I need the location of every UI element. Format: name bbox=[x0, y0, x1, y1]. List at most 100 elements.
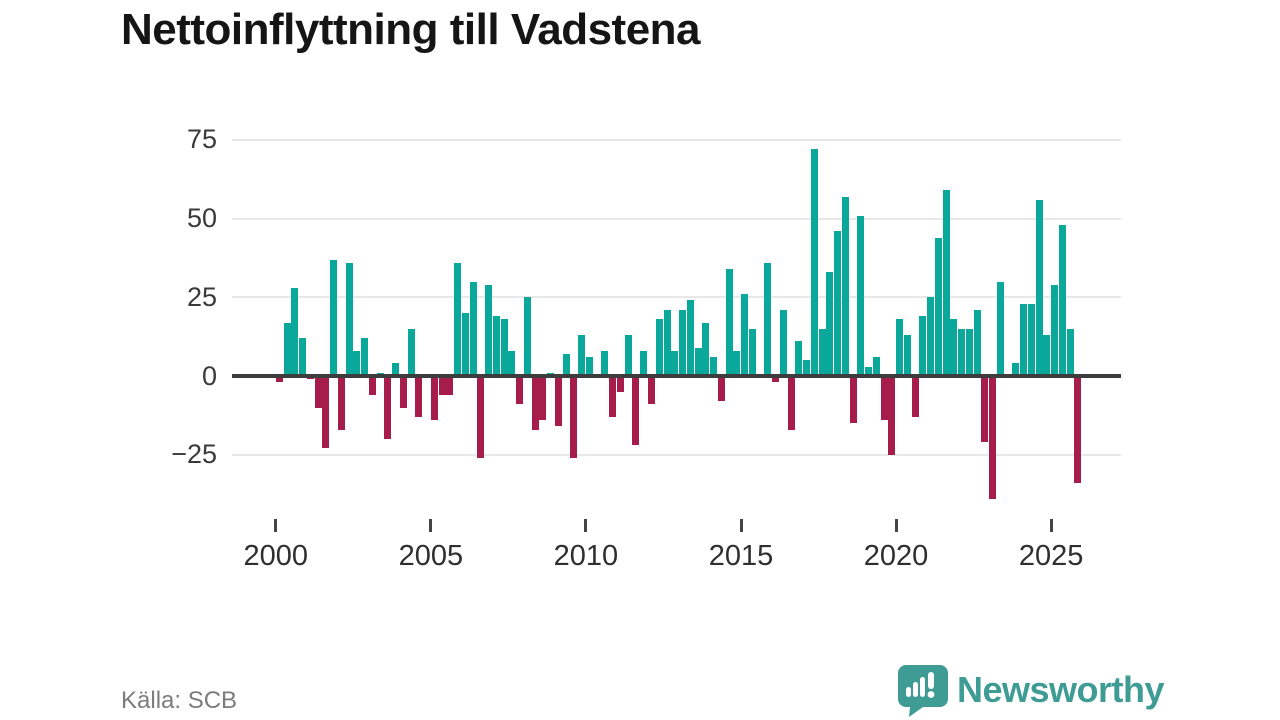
bar-2000-Q1 bbox=[275, 376, 283, 383]
bar-2003-Q1 bbox=[368, 376, 376, 395]
bar-2020-Q2 bbox=[903, 335, 911, 376]
bar-2025-Q4 bbox=[1074, 376, 1082, 483]
y-axis-tick-label: 50 bbox=[186, 203, 217, 234]
bar-2022-Q1 bbox=[958, 328, 966, 376]
bar-2016-Q4 bbox=[795, 341, 803, 376]
bar-2007-Q4 bbox=[516, 376, 524, 405]
bar-2009-Q4 bbox=[578, 335, 586, 376]
bar-chart-glyph-bar3 bbox=[920, 677, 925, 697]
bar-2017-Q2 bbox=[810, 149, 818, 376]
bar-2009-Q3 bbox=[570, 376, 578, 458]
bar-2004-Q1 bbox=[399, 376, 407, 408]
bar-2002-Q1 bbox=[337, 376, 345, 430]
x-axis-tick-2010 bbox=[584, 519, 588, 532]
bar-2024-Q2 bbox=[1027, 303, 1035, 376]
gridline-y25 bbox=[232, 296, 1121, 299]
bar-2011-Q3 bbox=[632, 376, 640, 446]
bar-2023-Q4 bbox=[1012, 363, 1020, 376]
y-axis-tick-label: 0 bbox=[201, 360, 217, 391]
bar-2013-Q4 bbox=[702, 322, 710, 376]
bar-2005-Q2 bbox=[438, 376, 446, 395]
bar-2020-Q3 bbox=[911, 376, 919, 417]
bar-2021-Q1 bbox=[927, 297, 935, 376]
bar-2017-Q1 bbox=[803, 360, 810, 376]
bar-2014-Q2 bbox=[717, 376, 725, 402]
exclamation-glyph-stem bbox=[928, 672, 934, 689]
bar-2025-Q3 bbox=[1066, 328, 1074, 376]
bar-2006-Q4 bbox=[485, 284, 493, 376]
bar-2024-Q1 bbox=[1020, 303, 1028, 376]
gridline-y75 bbox=[232, 138, 1121, 141]
bar-2008-Q1 bbox=[523, 297, 531, 376]
bar-2001-Q4 bbox=[330, 259, 338, 376]
source-label: Källa: SCB bbox=[121, 687, 238, 714]
bar-2023-Q1 bbox=[989, 376, 997, 499]
bar-2011-Q4 bbox=[640, 350, 648, 376]
x-axis-tick-2000 bbox=[274, 519, 278, 532]
bar-2017-Q3 bbox=[818, 328, 826, 376]
x-axis-tick-label: 2010 bbox=[553, 540, 619, 572]
bar-2025-Q1 bbox=[1051, 284, 1059, 376]
bar-2022-Q3 bbox=[973, 309, 981, 376]
bar-2002-Q4 bbox=[361, 338, 369, 376]
bar-2022-Q2 bbox=[965, 328, 973, 376]
y-axis-tick-label: 25 bbox=[186, 281, 217, 312]
x-axis-tick-2025 bbox=[1049, 519, 1053, 532]
bar-2005-Q4 bbox=[454, 262, 462, 376]
bar-2022-Q4 bbox=[981, 376, 989, 443]
bar-2004-Q2 bbox=[407, 328, 415, 376]
x-axis-tick-2015 bbox=[739, 519, 743, 532]
bar-chart-glyph-bar2 bbox=[913, 682, 918, 697]
bar-2006-Q3 bbox=[477, 376, 485, 458]
bar-2001-Q3 bbox=[322, 376, 330, 449]
bar-2014-Q1 bbox=[710, 357, 717, 376]
bar-2023-Q2 bbox=[996, 281, 1004, 376]
bar-2025-Q2 bbox=[1058, 224, 1066, 376]
bar-2019-Q1 bbox=[865, 366, 872, 376]
bar-2004-Q3 bbox=[415, 376, 423, 417]
bar-2013-Q1 bbox=[679, 309, 686, 376]
bar-chart-glyph-bar1 bbox=[906, 687, 911, 697]
bar-2012-Q3 bbox=[663, 309, 671, 376]
bar-2015-Q1 bbox=[741, 294, 748, 376]
bar-2007-Q1 bbox=[492, 316, 500, 376]
bar-2009-Q1 bbox=[554, 376, 562, 427]
bar-2020-Q4 bbox=[919, 316, 927, 376]
x-axis-tick-2020 bbox=[894, 519, 898, 532]
bar-2024-Q3 bbox=[1035, 199, 1043, 376]
newsworthy-logo-icon bbox=[898, 665, 948, 717]
bar-2014-Q3 bbox=[725, 269, 733, 376]
y-axis-tick-label: −25 bbox=[171, 439, 217, 470]
bar-2016-Q3 bbox=[787, 376, 795, 430]
bar-2001-Q2 bbox=[314, 376, 322, 408]
x-axis-tick-label: 2025 bbox=[1018, 540, 1084, 572]
x-axis-tick-label: 2005 bbox=[398, 540, 464, 572]
x-axis-tick-label: 2000 bbox=[243, 540, 309, 572]
x-axis-tick-label: 2015 bbox=[708, 540, 774, 572]
bar-2009-Q2 bbox=[562, 354, 570, 376]
bar-2018-Q1 bbox=[834, 231, 841, 376]
bar-2020-Q1 bbox=[896, 319, 903, 376]
newsworthy-logo: Newsworthy bbox=[897, 663, 1167, 720]
bar-2010-Q1 bbox=[585, 357, 593, 376]
bar-2003-Q3 bbox=[384, 376, 392, 439]
bar-2000-Q3 bbox=[291, 287, 299, 376]
bar-2019-Q3 bbox=[880, 376, 888, 421]
bar-2008-Q2 bbox=[531, 376, 539, 430]
bar-2002-Q3 bbox=[353, 350, 361, 376]
bar-2013-Q2 bbox=[686, 300, 694, 376]
bar-2013-Q3 bbox=[694, 347, 702, 376]
chart-title: Nettoinflyttning till Vadstena bbox=[121, 5, 701, 54]
bar-2005-Q1 bbox=[430, 376, 438, 421]
bar-2007-Q3 bbox=[508, 350, 516, 376]
zero-axis-line bbox=[232, 374, 1121, 378]
bar-2007-Q2 bbox=[500, 319, 508, 376]
bar-2005-Q3 bbox=[446, 376, 454, 395]
bar-2006-Q2 bbox=[469, 281, 477, 376]
bar-2015-Q2 bbox=[748, 328, 756, 376]
bar-2017-Q4 bbox=[826, 272, 834, 376]
bar-2010-Q3 bbox=[601, 350, 609, 376]
bar-2016-Q2 bbox=[779, 309, 787, 376]
